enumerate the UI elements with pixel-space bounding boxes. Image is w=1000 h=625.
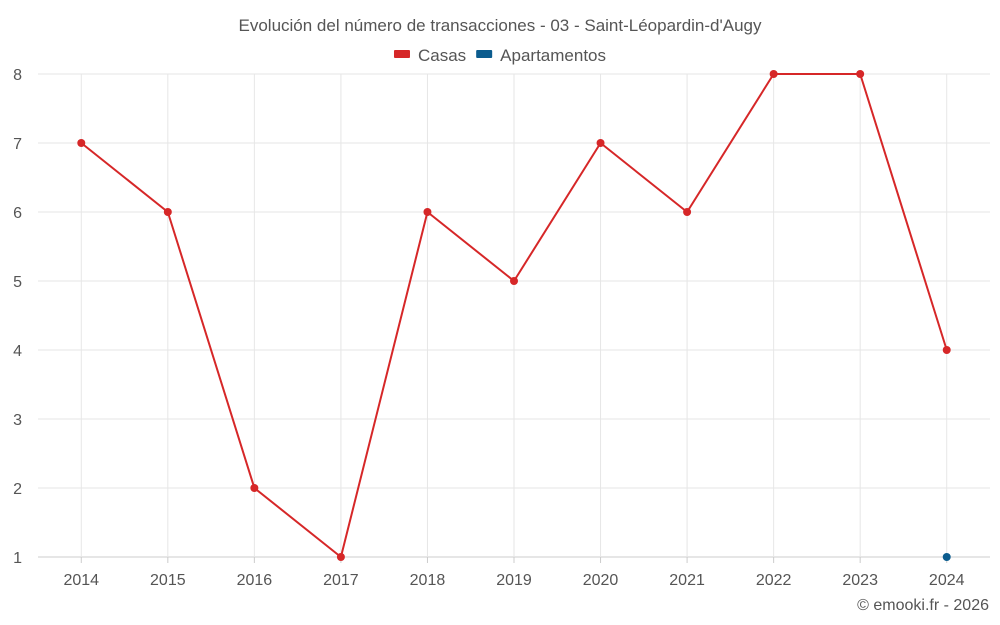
y-axis: 1 2 3 4 5 6 7 8 [13, 67, 22, 567]
legend-label: Casas [418, 46, 466, 65]
copyright-text: © emooki.fr - 2026 [857, 597, 989, 614]
data-point-casas-2020[interactable] [596, 139, 605, 147]
x-tick-label: 2021 [669, 572, 705, 589]
series-layer [77, 70, 951, 561]
data-point-casas-2019[interactable] [510, 277, 518, 285]
x-tick-label: 2018 [410, 572, 446, 589]
chart-title: Evolución del número de transacciones - … [239, 16, 762, 35]
data-point-casas-2018[interactable] [423, 208, 432, 216]
x-tick-label: 2022 [756, 572, 792, 589]
data-point-casas-2024[interactable] [942, 346, 951, 354]
x-tick-label: 2020 [583, 572, 619, 589]
legend: Casas Apartamentos [393, 46, 606, 65]
grid [38, 73, 990, 558]
data-point-apartamentos-2024[interactable] [942, 553, 951, 561]
data-point-casas-2023[interactable] [856, 70, 865, 78]
legend-swatch [393, 50, 410, 58]
data-point-casas-2021[interactable] [683, 208, 692, 216]
y-tick-label: 3 [13, 412, 22, 429]
data-point-casas-2015[interactable] [163, 208, 172, 216]
x-tick-label: 2017 [323, 572, 359, 589]
legend-swatch [476, 50, 493, 58]
legend-label: Apartamentos [500, 46, 606, 65]
data-point-casas-2017[interactable] [336, 553, 345, 561]
y-tick-label: 5 [13, 274, 22, 291]
y-tick-label: 6 [13, 205, 22, 222]
x-axis: 2014 2015 2016 2017 2018 2019 2020 2021 2022 2023… [63, 557, 965, 589]
data-point-casas-2022[interactable] [769, 70, 778, 78]
x-tick-label: 2019 [496, 572, 532, 589]
x-tick-label: 2024 [929, 572, 965, 589]
legend-item-apartamentos[interactable]: Apartamentos [476, 46, 606, 65]
x-tick-label: 2023 [842, 572, 878, 589]
y-tick-label: 2 [13, 481, 22, 498]
data-point-casas-2014[interactable] [77, 139, 86, 147]
x-tick-label: 2014 [63, 572, 99, 589]
y-tick-label: 4 [13, 343, 22, 360]
legend-item-casas[interactable]: Casas [393, 46, 466, 65]
data-point-casas-2016[interactable] [250, 484, 259, 492]
x-tick-label: 2016 [237, 572, 273, 589]
x-tick-label: 2015 [150, 572, 186, 589]
y-tick-label: 8 [13, 67, 22, 84]
y-tick-label: 7 [13, 136, 22, 153]
y-tick-label: 1 [13, 550, 22, 567]
